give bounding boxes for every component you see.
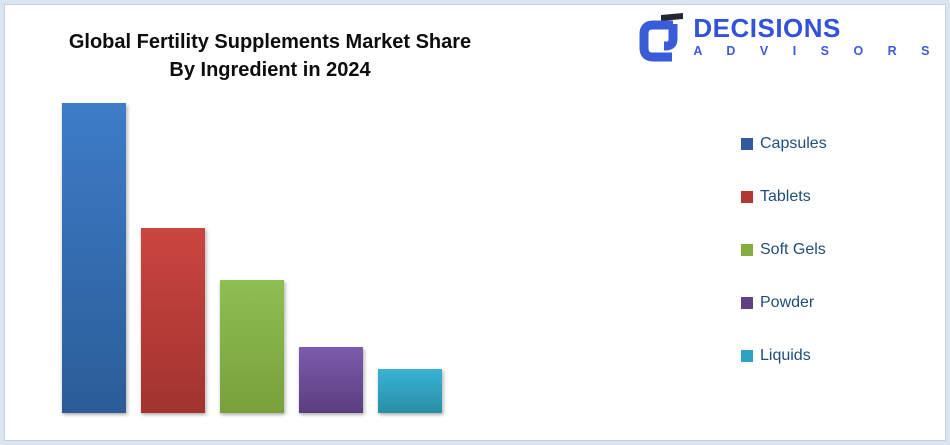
brand-logo: DECISIONS A D V I S O R S	[631, 8, 940, 64]
legend-label-liquids: Liquids	[760, 347, 811, 364]
legend-label-tablets: Tablets	[760, 188, 811, 205]
bar-powder	[299, 347, 363, 413]
chart-title: Global Fertility Supplements Market Shar…	[20, 28, 520, 84]
legend-swatch-powder	[741, 297, 753, 309]
legend-label-soft-gels: Soft Gels	[760, 241, 826, 258]
bar-chart-plot-area	[62, 103, 442, 413]
logo-subtitle: A D V I S O R S	[693, 43, 940, 58]
bar-soft-gels	[220, 280, 284, 413]
bar-liquids	[378, 369, 442, 413]
legend-swatch-soft-gels	[741, 244, 753, 256]
chart-title-line1: Global Fertility Supplements Market Shar…	[68, 31, 472, 53]
legend-swatch-capsules	[741, 138, 753, 150]
legend-label-capsules: Capsules	[760, 135, 827, 152]
legend-item-powder: Powder	[741, 293, 827, 313]
logo-name: DECISIONS	[693, 12, 841, 43]
legend-label-powder: Powder	[760, 294, 815, 311]
chart-legend: Capsules Tablets Soft Gels Powder Liquids	[741, 134, 827, 366]
bar-capsules	[62, 103, 126, 413]
legend-swatch-tablets	[741, 191, 753, 203]
legend-swatch-liquids	[741, 350, 753, 362]
legend-item-capsules: Capsules	[741, 134, 827, 154]
decisions-advisors-logo-icon	[639, 13, 684, 62]
chart-title-line2: By Ingredient in 2024	[169, 59, 371, 81]
legend-item-soft-gels: Soft Gels	[741, 240, 827, 260]
bar-tablets	[141, 228, 205, 413]
legend-item-liquids: Liquids	[741, 346, 827, 366]
legend-item-tablets: Tablets	[741, 187, 827, 207]
logo-text: DECISIONS A D V I S O R S	[693, 14, 940, 59]
